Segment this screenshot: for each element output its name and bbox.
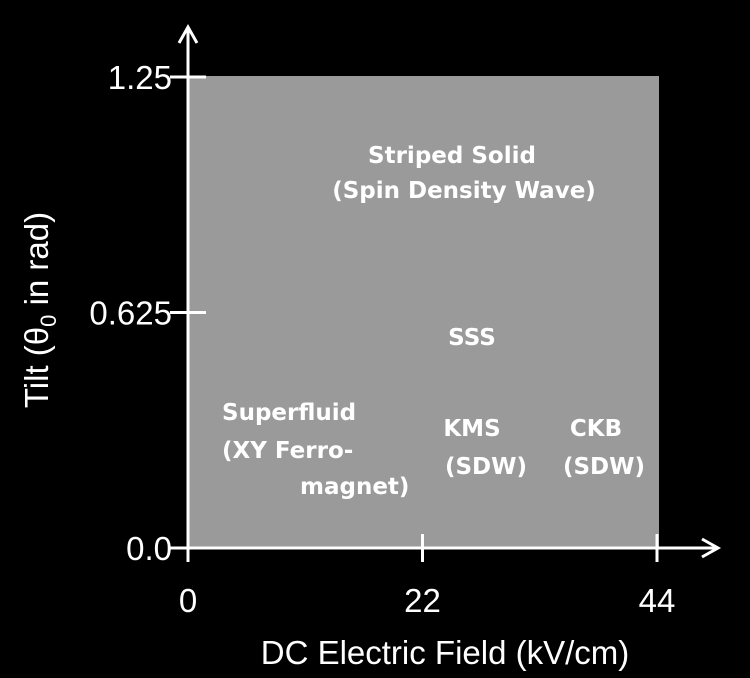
x-axis-arrow — [701, 537, 722, 559]
region-label: (Spin Density Wave) — [332, 178, 596, 204]
x-tick-label: 0 — [179, 582, 197, 619]
region-label: (SDW) — [563, 454, 645, 480]
y-label-text: in rad) — [18, 212, 55, 315]
region-label: magnet) — [300, 474, 409, 500]
y-label-subscript: 0 — [36, 315, 61, 327]
phase-region-background — [188, 76, 659, 548]
region-label: SSS — [448, 325, 496, 351]
y-label-text: Tilt (θ — [18, 327, 55, 408]
y-tick-label: 0.0 — [126, 530, 172, 567]
region-label: CKB — [570, 416, 622, 442]
y-axis-label: Tilt (θ0 in rad) — [18, 212, 61, 408]
y-tick-label: 0.625 — [89, 295, 172, 332]
region-label: Superfluid — [222, 400, 356, 426]
y-axis-arrow — [177, 23, 199, 44]
x-axis-label: DC Electric Field (kV/cm) — [261, 634, 630, 671]
region-label: Striped Solid — [368, 143, 536, 169]
region-label: (XY Ferro- — [222, 438, 353, 464]
x-tick-label: 22 — [404, 582, 441, 619]
region-label: KMS — [443, 416, 500, 442]
y-tick-label: 1.25 — [108, 59, 172, 96]
x-tick-label: 44 — [639, 582, 676, 619]
region-label: (SDW) — [445, 454, 527, 480]
